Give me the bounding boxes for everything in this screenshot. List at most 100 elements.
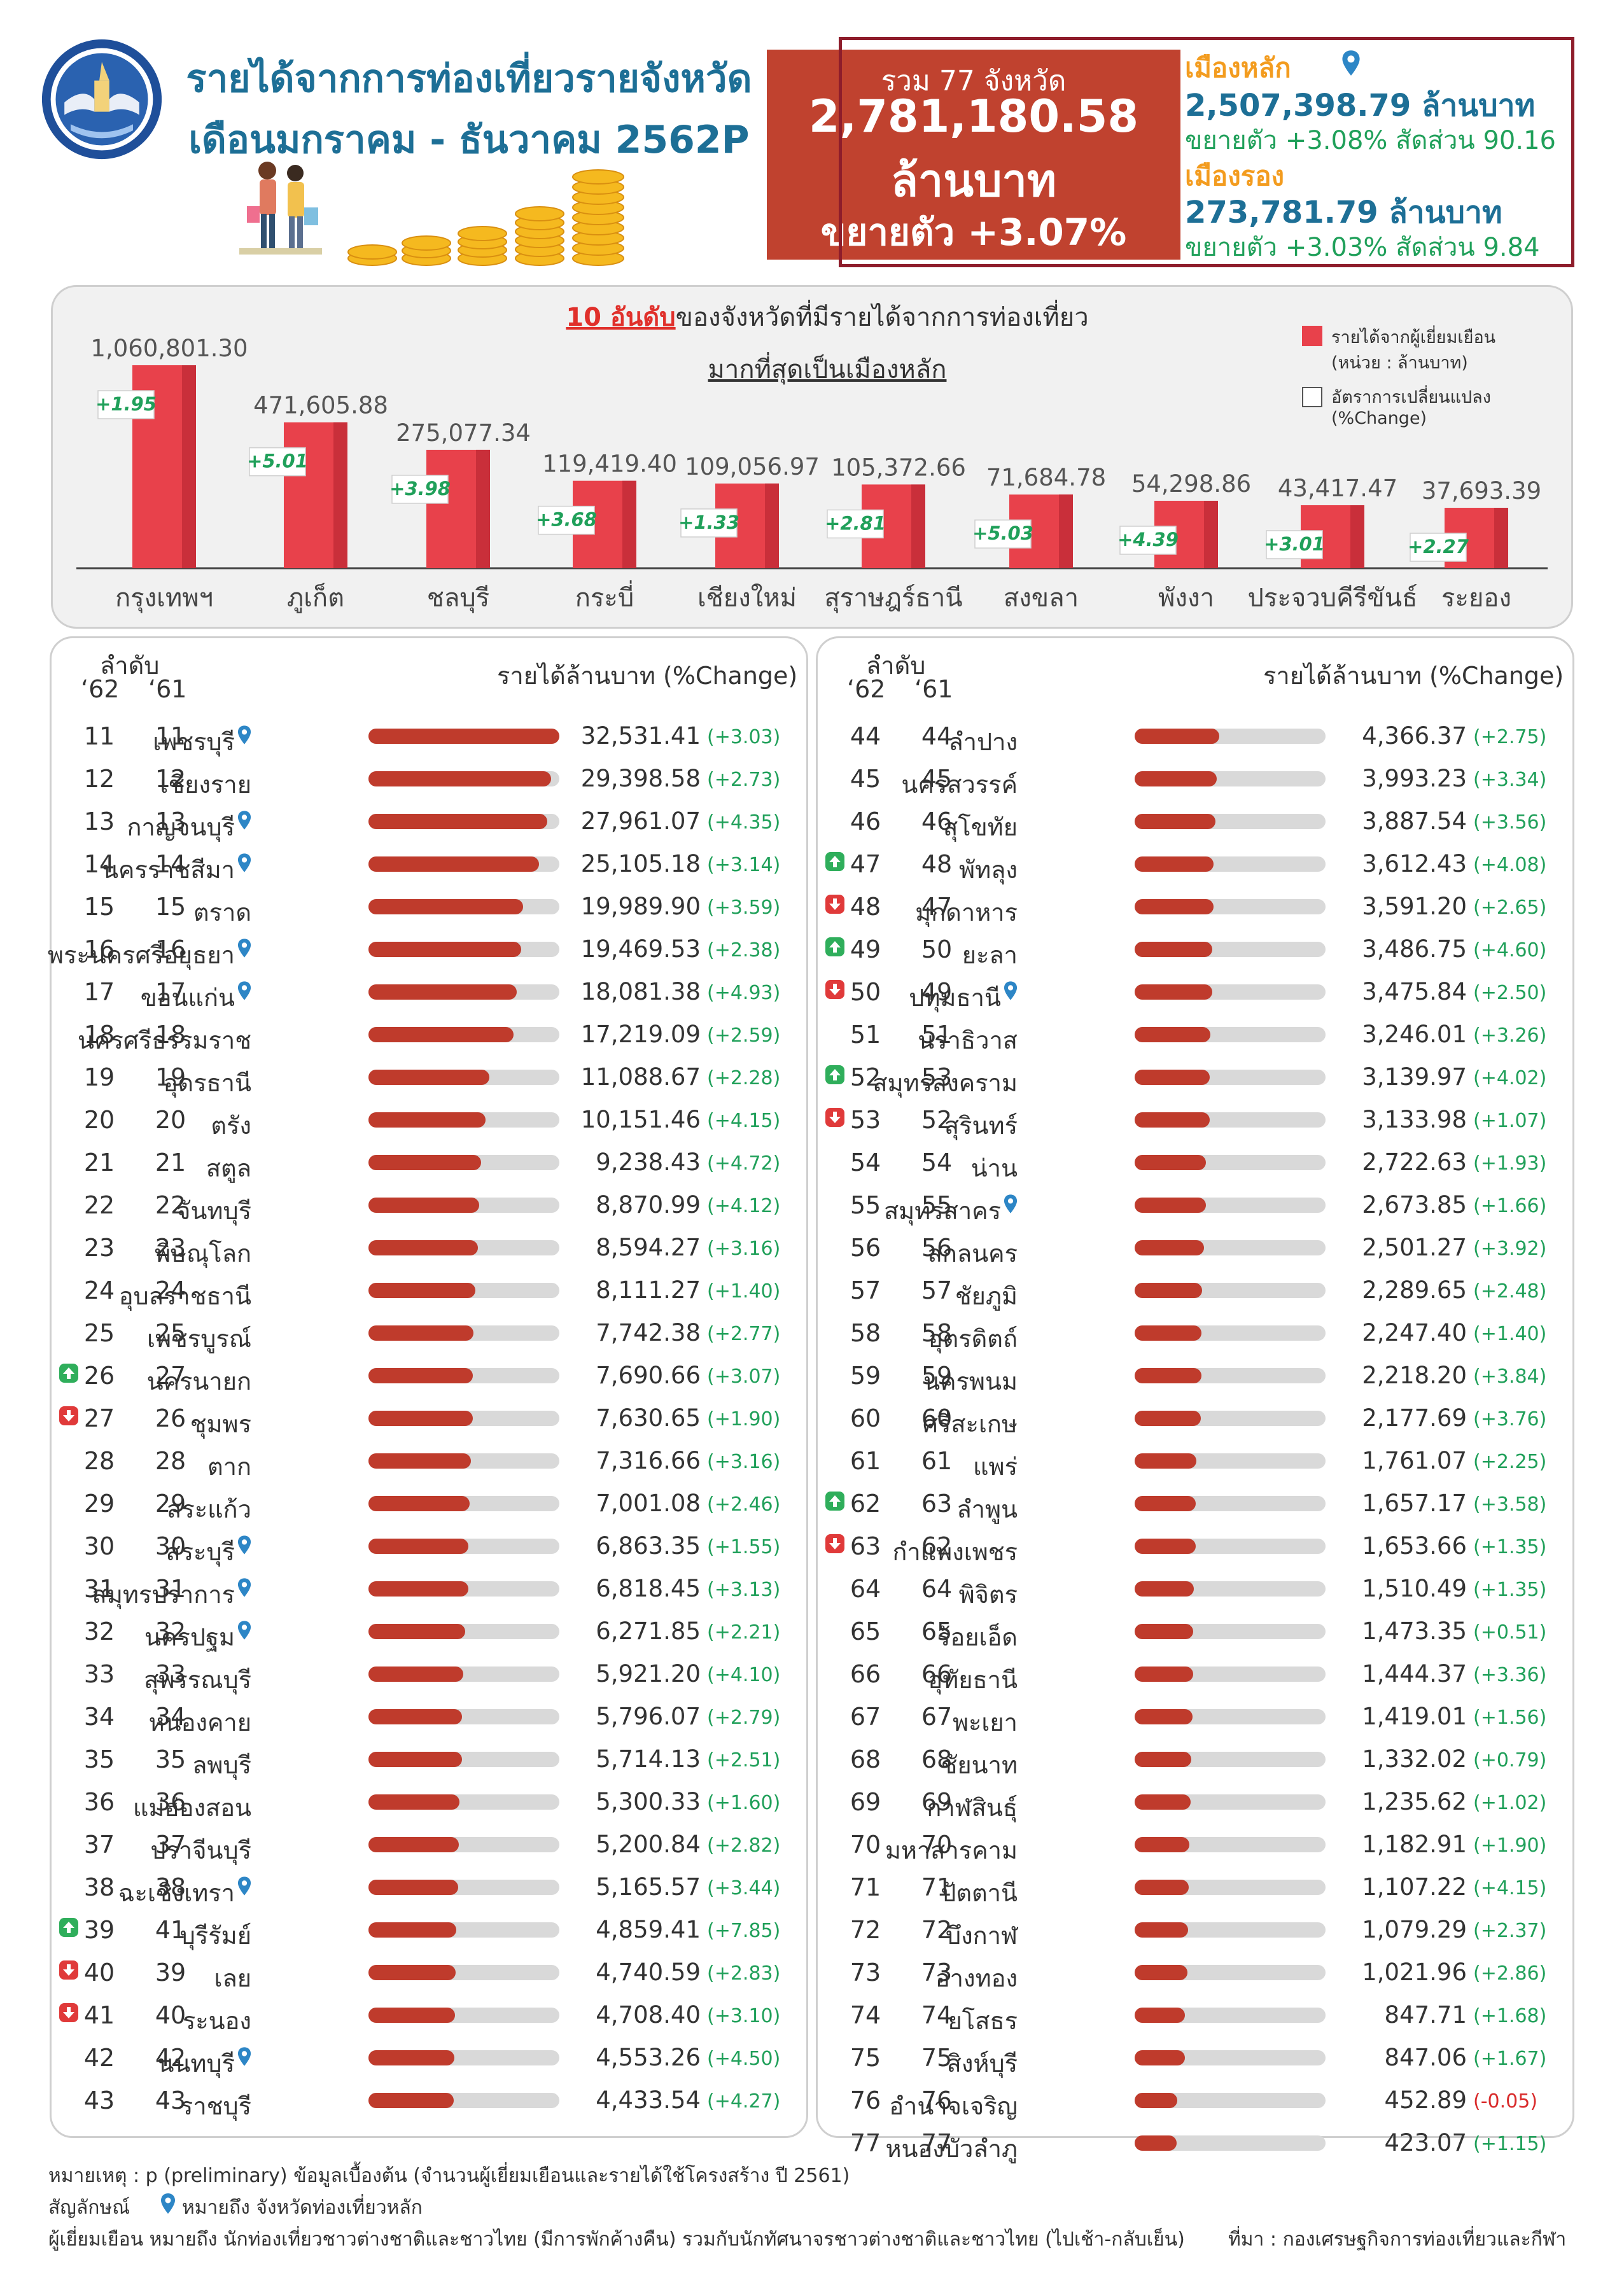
change-label-7: +4.39 xyxy=(1117,529,1179,550)
revenue-bar-track xyxy=(1135,1112,1326,1128)
rank-2561: 34 xyxy=(155,1703,186,1731)
revenue-bar-fill xyxy=(368,2008,456,2023)
table-row: 70 70 มหาสารคาม 1,182.91 (+1.90) xyxy=(818,1823,1572,1865)
percent-change: (+2.21) xyxy=(707,1621,781,1644)
change-badge-2 xyxy=(391,475,449,504)
rank-2561: 50 xyxy=(921,935,953,963)
table-row: 46 46 สุโขทัย 3,887.54 (+3.56) xyxy=(818,800,1572,842)
category-label-9: ระยอง xyxy=(1441,583,1511,613)
table-row: 64 64 พิจิตร 1,510.49 (+1.35) xyxy=(818,1567,1572,1609)
rank-2561: 15 xyxy=(155,893,186,921)
revenue-value: 8,111.27 xyxy=(596,1276,701,1304)
rank-down-icon xyxy=(825,1534,844,1553)
revenue-value: 8,594.27 xyxy=(596,1234,701,1261)
province-name: หนองคาย xyxy=(148,1708,251,1736)
revenue-bar-fill xyxy=(368,984,517,1000)
percent-change: (+4.02) xyxy=(1473,1067,1547,1089)
revenue-bar-track xyxy=(1135,899,1326,914)
bar-shade-2 xyxy=(476,449,490,568)
table-row: 53 52 สุรินทร์ 3,133.98 (+1.07) xyxy=(818,1098,1572,1140)
revenue-bar-fill xyxy=(1135,1155,1207,1170)
province-name: ร้อยเอ็ด xyxy=(937,1623,1018,1651)
table-row: 39 41 บุรีรัมย์ 4,859.41 (+7.85) xyxy=(52,1908,806,1950)
percent-change: (+1.40) xyxy=(1473,1323,1547,1345)
revenue-bar-fill xyxy=(368,2093,454,2108)
revenue-bar-fill xyxy=(368,1496,470,1511)
percent-change: (+4.15) xyxy=(1473,1877,1547,1899)
table-row: 52 53 สมุทรสงคราม 3,139.97 (+4.02) xyxy=(818,1056,1572,1098)
province-name: เพชรบูรณ์ xyxy=(146,1325,251,1353)
province-name: สิงห์บุรี xyxy=(946,2050,1018,2078)
revenue-value: 1,761.07 xyxy=(1362,1447,1467,1474)
revenue-bar-track xyxy=(1135,1624,1326,1639)
percent-change: (+2.28) xyxy=(707,1067,781,1089)
revenue-bar-fill xyxy=(368,1240,478,1255)
rank-2561: 40 xyxy=(155,2001,186,2029)
revenue-bar-track xyxy=(368,1496,559,1511)
province-name: สมุทรปราการ xyxy=(92,1581,235,1609)
rank-2561: 52 xyxy=(921,1106,953,1134)
province-name: พะเยา xyxy=(952,1708,1018,1736)
rank-2562: 32 xyxy=(83,1618,115,1646)
table-row: 21 21 สตูล 9,238.43 (+4.72) xyxy=(52,1141,806,1183)
rank-2561: 58 xyxy=(921,1319,953,1347)
revenue-value: 1,510.49 xyxy=(1362,1575,1467,1602)
rank-2562: 17 xyxy=(83,978,115,1006)
bar-shade-4 xyxy=(765,483,779,568)
table-row: 58 58 อุตรดิตถ์ 2,247.40 (+1.40) xyxy=(818,1311,1572,1353)
revenue-value: 1,657.17 xyxy=(1362,1490,1467,1517)
revenue-bar-track xyxy=(1135,2135,1326,2151)
table-row: 24 24 อุบลราชธานี 8,111.27 (+1.40) xyxy=(52,1269,806,1311)
rank-2561: 45 xyxy=(921,765,953,793)
table-row: 72 72 บึงกาฬ 1,079.29 (+2.37) xyxy=(818,1908,1572,1950)
revenue-bar-fill xyxy=(368,1965,456,1980)
table-row: 60 60 ศรีสะเกษ 2,177.69 (+3.76) xyxy=(818,1397,1572,1439)
revenue-bar-fill xyxy=(368,1112,486,1128)
rank-2562: 43 xyxy=(83,2086,115,2114)
rank-2562: 65 xyxy=(850,1618,881,1646)
table-row: 28 28 ตาก 7,316.66 (+3.16) xyxy=(52,1439,806,1481)
province-name: สุพรรณบุรี xyxy=(144,1666,251,1694)
percent-change: (+3.92) xyxy=(1473,1238,1547,1260)
rank-down-icon xyxy=(825,980,844,999)
change-badge-3 xyxy=(538,505,595,535)
table-row: 36 36 แม่ฮ่องสอน 5,300.33 (+1.60) xyxy=(52,1780,806,1822)
change-badge-5 xyxy=(827,509,884,539)
bar-shade-6 xyxy=(1059,494,1073,568)
location-pin-icon xyxy=(237,1577,251,1598)
revenue-bar-track xyxy=(1135,1539,1326,1554)
revenue-bar-track xyxy=(1135,1198,1326,1213)
percent-change: (+3.16) xyxy=(707,1451,781,1473)
table-row: 67 67 พะเยา 1,419.01 (+1.56) xyxy=(818,1695,1572,1737)
province-name: พัทลุง xyxy=(959,856,1018,884)
rank-2562: 72 xyxy=(850,1916,881,1944)
revenue-value: 1,653.66 xyxy=(1362,1532,1467,1560)
percent-change: (+4.93) xyxy=(707,982,781,1004)
revenue-value: 9,238.43 xyxy=(596,1149,701,1176)
province-name: อุทัยธานี xyxy=(928,1666,1018,1694)
table-row: 66 66 อุทัยธานี 1,444.37 (+3.36) xyxy=(818,1653,1572,1695)
province-name: ยะลา xyxy=(962,941,1018,969)
rank-2562: 59 xyxy=(850,1362,881,1390)
change-badge-4 xyxy=(680,508,738,538)
revenue-bar-fill xyxy=(368,1155,481,1170)
rank-2561: 44 xyxy=(921,722,953,750)
revenue-bar-track xyxy=(1135,771,1326,786)
province-name: นครศรีธรรมราช xyxy=(78,1026,251,1054)
rank-2561: 35 xyxy=(155,1745,186,1773)
rank-2562: 54 xyxy=(850,1149,881,1177)
province-name: ศรีสะเกษ xyxy=(922,1410,1018,1438)
rank-2561: 17 xyxy=(155,978,186,1006)
percent-change: (+3.34) xyxy=(1473,769,1547,791)
revenue-bar-track xyxy=(1135,1667,1326,1682)
table-row: 14 14 นครราชสีมา 25,105.18 (+3.14) xyxy=(52,842,806,884)
rank-2561: 42 xyxy=(155,2044,186,2072)
rank-2562: 30 xyxy=(83,1532,115,1560)
change-badge-7 xyxy=(1119,526,1177,555)
rank-2561: 76 xyxy=(921,2086,953,2114)
table-row: 73 73 อ่างทอง 1,021.96 (+2.86) xyxy=(818,1951,1572,1993)
revenue-value: 17,219.09 xyxy=(580,1021,701,1048)
tourist-coins-illustration xyxy=(239,162,624,266)
revenue-bar-fill xyxy=(1135,2050,1185,2065)
revenue-bar-fill xyxy=(1135,2008,1185,2023)
